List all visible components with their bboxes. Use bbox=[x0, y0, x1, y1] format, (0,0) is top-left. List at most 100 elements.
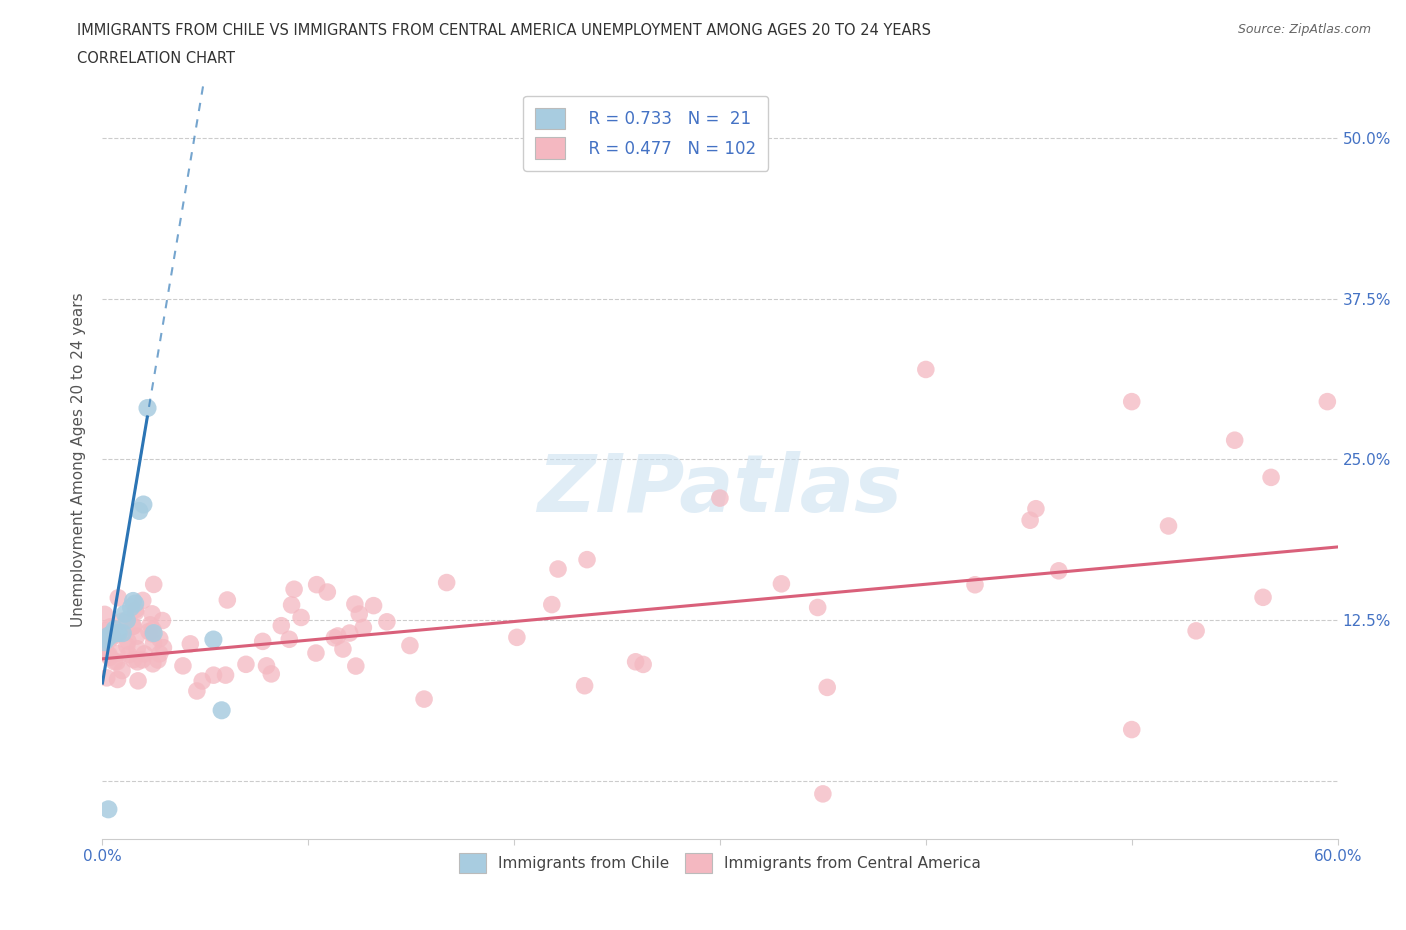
Point bbox=[136, 401, 159, 416]
Point bbox=[122, 652, 145, 667]
Point bbox=[1185, 623, 1208, 638]
Point bbox=[146, 653, 169, 668]
Point bbox=[101, 629, 124, 644]
Point bbox=[211, 703, 233, 718]
Point bbox=[128, 503, 150, 518]
Point bbox=[132, 497, 155, 512]
Point bbox=[115, 613, 138, 628]
Point bbox=[631, 657, 654, 671]
Point bbox=[290, 610, 312, 625]
Point bbox=[97, 629, 120, 644]
Point bbox=[252, 634, 274, 649]
Point bbox=[1251, 590, 1274, 604]
Point bbox=[149, 646, 172, 661]
Point bbox=[179, 636, 201, 651]
Point bbox=[1121, 722, 1143, 737]
Point bbox=[98, 650, 121, 665]
Point bbox=[134, 646, 156, 661]
Point bbox=[93, 643, 115, 658]
Text: CORRELATION CHART: CORRELATION CHART bbox=[77, 51, 235, 66]
Point bbox=[125, 629, 148, 644]
Point bbox=[436, 575, 458, 590]
Point bbox=[1025, 501, 1047, 516]
Point bbox=[114, 606, 136, 621]
Point bbox=[93, 607, 115, 622]
Point bbox=[132, 593, 155, 608]
Point bbox=[323, 631, 346, 645]
Point bbox=[111, 626, 134, 641]
Point bbox=[94, 623, 117, 638]
Point bbox=[399, 638, 422, 653]
Point bbox=[96, 632, 118, 647]
Point bbox=[105, 626, 128, 641]
Text: Source: ZipAtlas.com: Source: ZipAtlas.com bbox=[1237, 23, 1371, 36]
Point bbox=[98, 619, 121, 634]
Point bbox=[142, 635, 165, 650]
Y-axis label: Unemployment Among Ages 20 to 24 years: Unemployment Among Ages 20 to 24 years bbox=[72, 292, 86, 627]
Point bbox=[339, 626, 361, 641]
Point bbox=[149, 631, 172, 646]
Point bbox=[574, 678, 596, 693]
Point bbox=[811, 787, 834, 802]
Point bbox=[103, 655, 125, 670]
Point bbox=[121, 619, 143, 634]
Point bbox=[1260, 470, 1282, 485]
Point bbox=[172, 658, 194, 673]
Point bbox=[122, 618, 145, 633]
Point bbox=[217, 592, 239, 607]
Point bbox=[97, 802, 120, 817]
Point bbox=[142, 626, 165, 641]
Point bbox=[202, 668, 225, 683]
Point bbox=[1223, 432, 1246, 447]
Point bbox=[141, 627, 163, 642]
Point bbox=[191, 673, 214, 688]
Point bbox=[98, 631, 121, 646]
Point bbox=[118, 647, 141, 662]
Point bbox=[375, 615, 398, 630]
Point bbox=[914, 362, 936, 377]
Point bbox=[131, 653, 153, 668]
Point bbox=[138, 624, 160, 639]
Point bbox=[256, 658, 278, 673]
Point bbox=[343, 597, 366, 612]
Point bbox=[235, 657, 257, 671]
Point bbox=[127, 641, 149, 656]
Legend: Immigrants from Chile, Immigrants from Central America: Immigrants from Chile, Immigrants from C… bbox=[451, 845, 988, 881]
Point bbox=[1121, 394, 1143, 409]
Point bbox=[270, 618, 292, 633]
Point bbox=[107, 672, 129, 687]
Point bbox=[122, 593, 145, 608]
Point bbox=[202, 632, 225, 647]
Point bbox=[124, 596, 146, 611]
Point bbox=[139, 618, 162, 632]
Point bbox=[111, 614, 134, 629]
Point bbox=[547, 562, 569, 577]
Point bbox=[142, 622, 165, 637]
Point bbox=[127, 655, 149, 670]
Point bbox=[186, 684, 208, 698]
Point bbox=[111, 663, 134, 678]
Point bbox=[1047, 564, 1070, 578]
Point bbox=[576, 552, 599, 567]
Text: ZIPatlas: ZIPatlas bbox=[537, 451, 903, 529]
Point bbox=[120, 600, 142, 615]
Point bbox=[107, 626, 129, 641]
Point bbox=[107, 591, 129, 605]
Point bbox=[100, 629, 122, 644]
Text: IMMIGRANTS FROM CHILE VS IMMIGRANTS FROM CENTRAL AMERICA UNEMPLOYMENT AMONG AGES: IMMIGRANTS FROM CHILE VS IMMIGRANTS FROM… bbox=[77, 23, 931, 38]
Point bbox=[142, 577, 165, 591]
Point bbox=[1316, 394, 1339, 409]
Point bbox=[96, 671, 118, 685]
Point bbox=[97, 647, 120, 662]
Point bbox=[105, 655, 128, 670]
Point bbox=[124, 604, 146, 619]
Point bbox=[93, 634, 115, 649]
Point bbox=[413, 692, 436, 707]
Point bbox=[152, 613, 174, 628]
Point bbox=[344, 658, 367, 673]
Point bbox=[506, 630, 529, 644]
Point bbox=[316, 585, 339, 600]
Point bbox=[278, 631, 301, 646]
Point bbox=[349, 606, 371, 621]
Point bbox=[103, 622, 125, 637]
